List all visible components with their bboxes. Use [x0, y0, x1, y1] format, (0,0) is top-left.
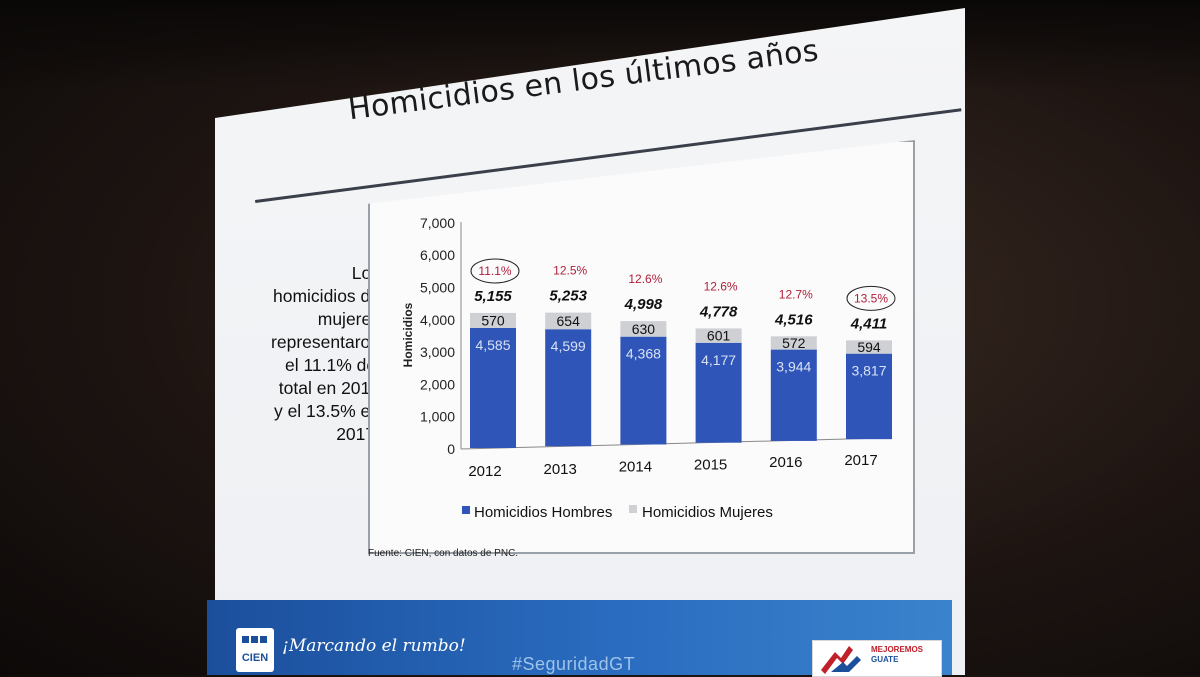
x-tick-label: 2014: [619, 459, 652, 476]
side-note-line: y el 13.5% en: [273, 401, 380, 421]
data-label-mujeres: 594: [857, 339, 881, 355]
y-tick-label: 1,000: [420, 409, 455, 425]
legend-label-mujeres: Homicidios Mujeres: [642, 504, 773, 521]
logo-text: CIEN: [241, 652, 269, 664]
side-note-line: el 11.1% del: [284, 355, 380, 375]
side-note-line: total en 2012: [278, 378, 380, 398]
x-axis-line: [460, 437, 886, 450]
side-note-line: mujeres: [317, 309, 380, 329]
partner-logo: MEJOREMOS GUATE: [812, 640, 942, 677]
bar-mujeres: [695, 328, 742, 343]
x-tick-label: 2012: [468, 463, 501, 480]
x-tick-label: 2015: [694, 456, 727, 473]
data-label-hombres: 4,368: [626, 346, 661, 362]
percent-label: 12.5%: [553, 264, 587, 278]
percent-label: 12.7%: [779, 287, 813, 301]
legend-swatch-mujeres: [629, 505, 637, 513]
arrows-icon: [821, 646, 861, 674]
data-label-mujeres: 630: [632, 321, 656, 337]
data-label-mujeres: 654: [557, 313, 581, 329]
total-label: 4,411: [850, 315, 887, 332]
legend-swatch-hombres: [462, 506, 470, 514]
bar-hombres: [620, 336, 667, 445]
x-tick-label: 2013: [544, 461, 577, 478]
bar-mujeres: [846, 340, 892, 354]
percent-label: 12.6%: [704, 279, 738, 293]
data-label-mujeres: 570: [481, 312, 505, 328]
bar-hombres: [470, 327, 516, 448]
cien-logo: CIEN: [236, 628, 274, 672]
side-note-line: representaron: [271, 332, 380, 352]
data-label-hombres: 3,944: [776, 359, 811, 375]
side-note: Los homicidios de mujeres representaron …: [255, 262, 380, 446]
x-tick-label: 2017: [844, 452, 877, 469]
total-label: 5,253: [549, 288, 587, 305]
y-tick-label: 7,000: [420, 215, 455, 231]
total-label: 4,998: [624, 296, 663, 313]
side-note-line: homicidios de: [273, 286, 380, 306]
bar-hombres: [846, 353, 892, 440]
data-label-hombres: 4,585: [475, 337, 510, 353]
y-axis-label: Homicidios: [401, 302, 415, 367]
legend-label-hombres: Homicidios Hombres: [474, 504, 612, 521]
percent-label: 12.6%: [628, 272, 662, 286]
hashtag: #SeguridadGT: [512, 654, 636, 674]
percent-circle: [846, 285, 896, 311]
slogan: ¡Marcando el rumbo!: [282, 636, 466, 656]
y-tick-label: 2,000: [420, 376, 455, 392]
y-tick-label: 6,000: [420, 247, 455, 263]
data-label-mujeres: 572: [782, 335, 806, 351]
bar-hombres: [545, 329, 592, 447]
bar-mujeres: [470, 312, 516, 328]
data-label-hombres: 4,177: [701, 352, 736, 368]
partner-logo-line: GUATE: [871, 655, 899, 664]
x-tick-label: 2016: [769, 454, 802, 471]
y-tick-label: 0: [447, 441, 455, 457]
y-tick-label: 4,000: [420, 312, 455, 328]
percent-circle: [470, 258, 520, 284]
percent-label: 13.5%: [854, 291, 888, 305]
y-tick-label: 5,000: [420, 280, 455, 296]
bar-hombres: [695, 342, 742, 443]
data-label-hombres: 3,817: [851, 363, 886, 379]
y-tick-label: 3,000: [420, 344, 455, 360]
total-label: 4,516: [774, 311, 813, 328]
data-label-mujeres: 601: [707, 328, 731, 344]
bar-mujeres: [545, 312, 592, 330]
total-label: 4,778: [699, 303, 738, 320]
source-note: Fuente: CIEN, con datos de PNC.: [368, 548, 519, 559]
data-label-hombres: 4,599: [551, 338, 586, 354]
bar-hombres: [770, 349, 817, 441]
bar-mujeres: [770, 336, 817, 350]
percent-label: 11.1%: [478, 264, 511, 278]
bar-mujeres: [620, 321, 667, 337]
total-label: 5,155: [474, 288, 512, 305]
partner-logo-line: MEJOREMOS: [871, 645, 924, 654]
